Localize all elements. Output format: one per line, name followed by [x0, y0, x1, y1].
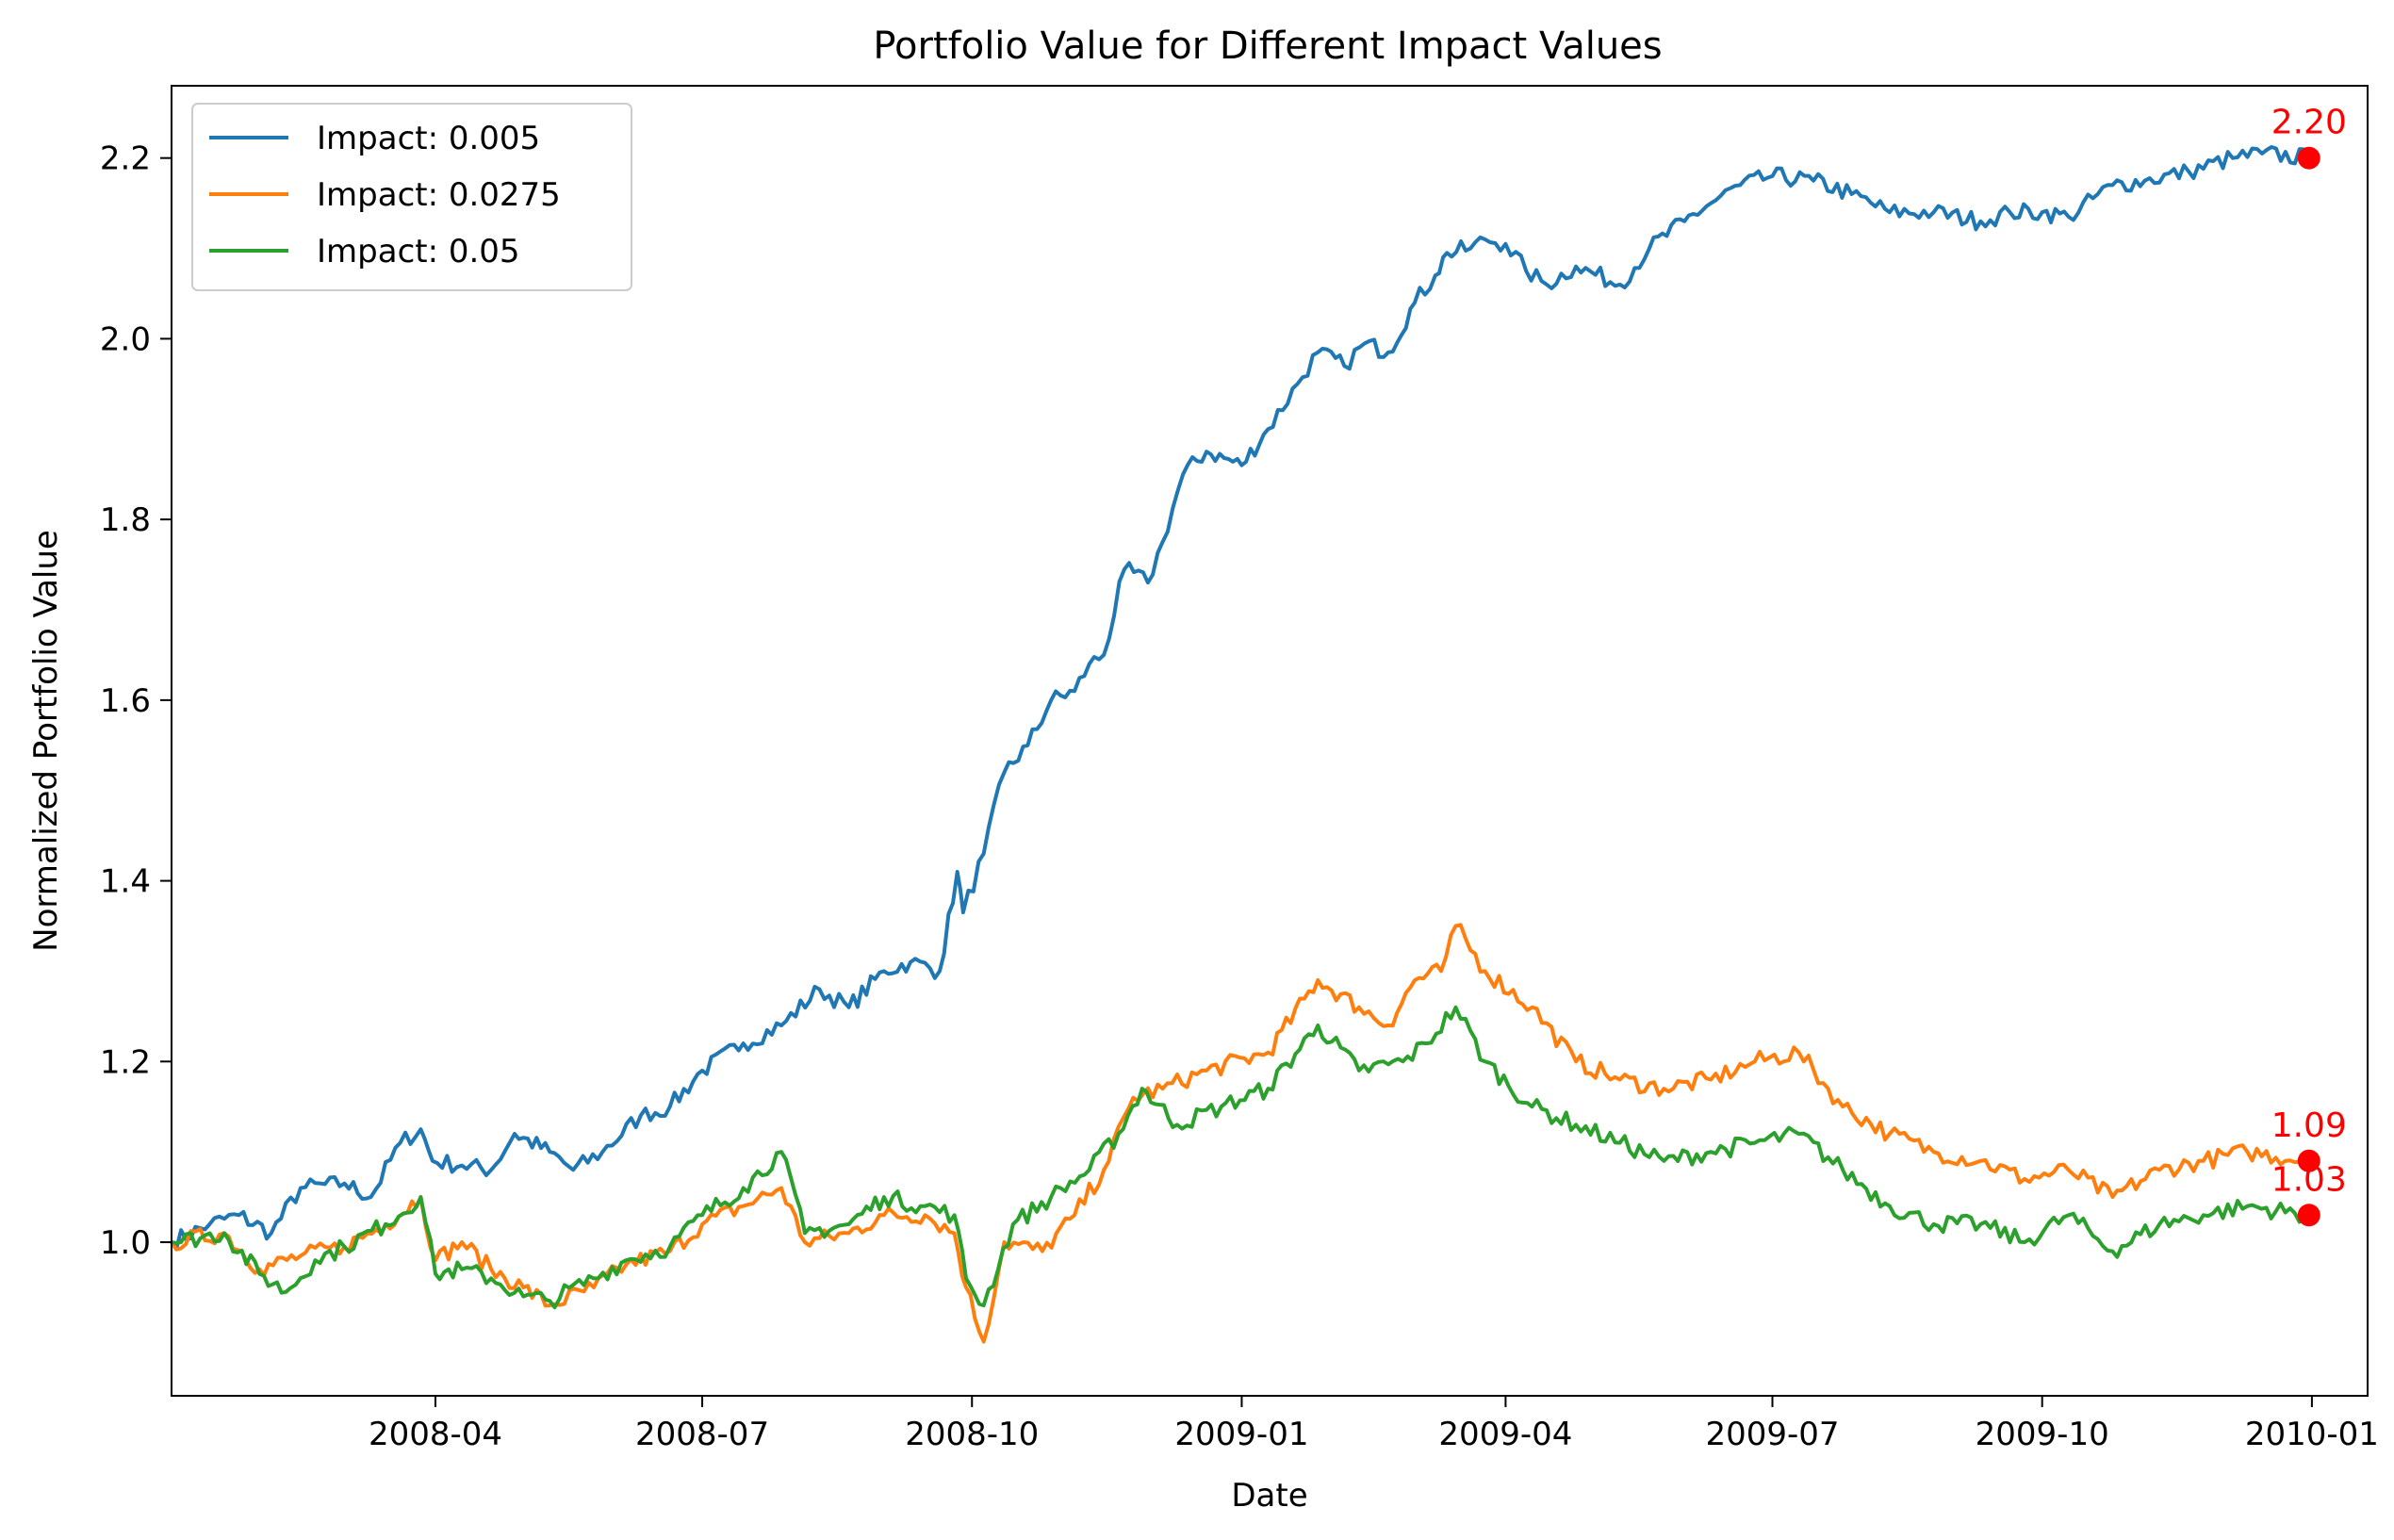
x-tick-label: 2009-01	[1174, 1416, 1308, 1453]
y-axis-label: Normalized Portfolio Value	[27, 530, 65, 952]
legend-label-2: Impact: 0.0275	[317, 176, 561, 214]
x-tick-label: 2008-04	[369, 1416, 502, 1453]
plot-frame	[171, 85, 2369, 1397]
x-tick-label: 2009-07	[1705, 1416, 1839, 1453]
x-tick-label: 2010-01	[2245, 1416, 2379, 1453]
y-tick-label: 1.0	[100, 1224, 151, 1262]
end-marker-label-1: 2.20	[2271, 104, 2347, 142]
legend-box	[191, 103, 632, 291]
x-tick-label: 2008-10	[905, 1416, 1039, 1453]
y-tick-label: 2.2	[100, 140, 151, 178]
series-line-1	[170, 145, 2311, 1252]
series-line-3	[171, 1005, 2309, 1310]
end-marker-label-2: 1.09	[2271, 1106, 2347, 1145]
x-tick-label: 2009-10	[1976, 1416, 2109, 1453]
plot-area: 2.20 1.09 1.03	[170, 85, 2369, 1397]
y-tick-label: 1.8	[100, 501, 151, 539]
end-marker-2	[2297, 1149, 2320, 1172]
series-layer	[170, 145, 2311, 1344]
legend-label-1: Impact: 0.005	[317, 120, 540, 157]
y-tick-label: 1.2	[100, 1043, 151, 1081]
end-marker-label-3: 1.03	[2271, 1160, 2347, 1199]
end-marker-layer: 2.20 1.09 1.03	[2271, 104, 2347, 1227]
legend: Impact: 0.005 Impact: 0.0275 Impact: 0.05	[191, 103, 632, 291]
y-tick-label: 1.4	[100, 863, 151, 901]
y-axis: 1.0 1.2 1.4 1.6 1.8 2.0 2.2	[100, 140, 172, 1262]
y-tick-label: 1.6	[100, 682, 151, 720]
x-axis: 2008-04 2008-07 2008-10 2009-01 2009-04 2009-…	[369, 1396, 2379, 1453]
x-tick-label: 2009-04	[1438, 1416, 1572, 1453]
legend-label-3: Impact: 0.05	[317, 233, 520, 270]
y-tick-label: 2.0	[100, 320, 151, 358]
x-tick-label: 2008-07	[635, 1416, 769, 1453]
chart-title: Portfolio Value for Different Impact Val…	[873, 25, 1662, 68]
end-marker-1	[2297, 146, 2320, 170]
end-marker-3	[2297, 1204, 2320, 1227]
x-axis-label: Date	[1231, 1477, 1307, 1515]
series-line-2	[170, 923, 2311, 1344]
